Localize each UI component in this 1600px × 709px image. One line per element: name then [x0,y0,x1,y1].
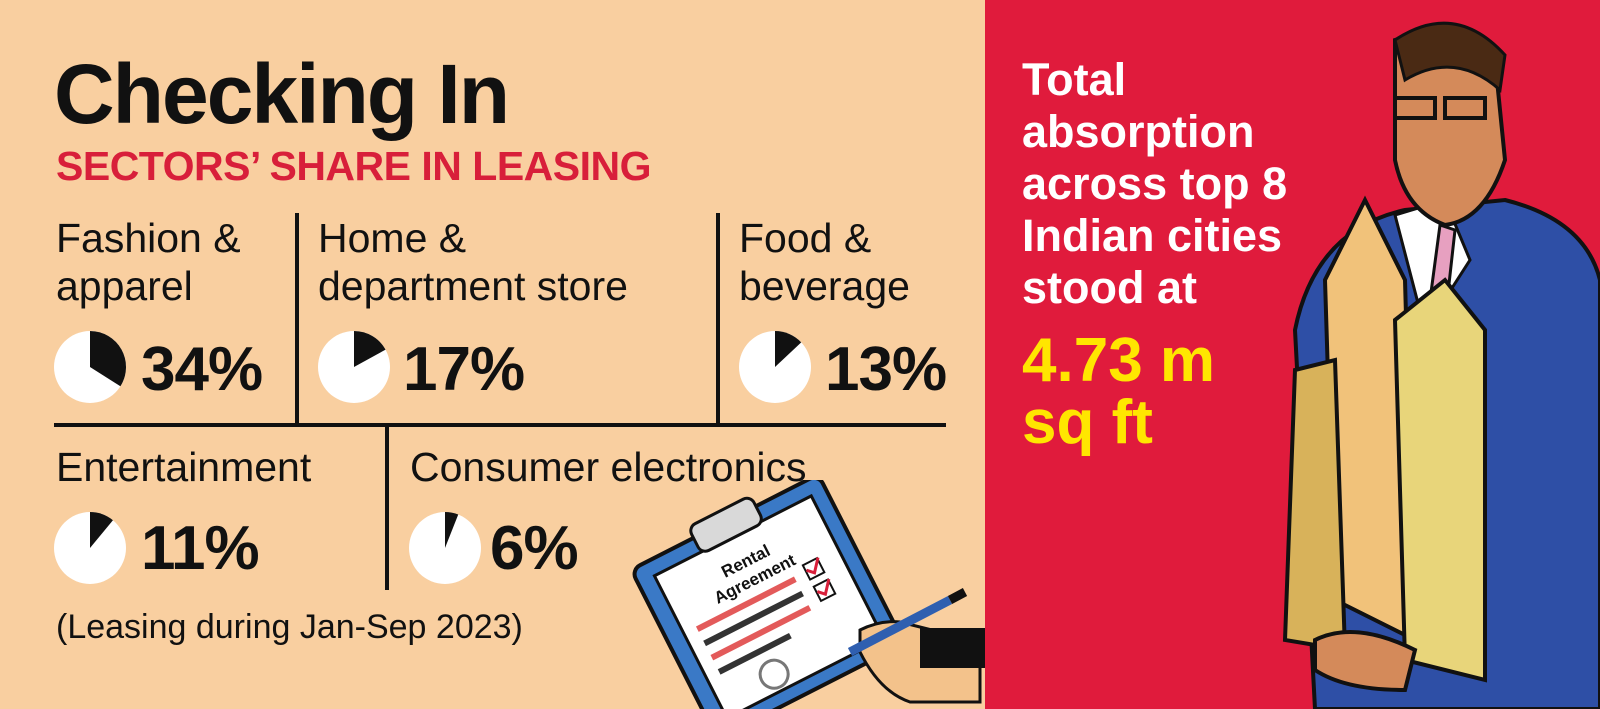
sector-value: 13% [825,335,947,404]
chart-subtitle: SECTORS’ SHARE IN LEASING [56,143,652,189]
pie-slice [445,512,459,548]
divider-horizontal [54,423,946,427]
businessman-illustration [1282,21,1600,709]
divider-2 [716,213,720,423]
pie-icon [318,331,390,403]
pie-icon [54,331,126,403]
right-panel: Total absorption across top 8 Indian cit… [985,0,1600,709]
sector-label: Consumer electronics [410,444,807,490]
pie-icon [739,331,811,403]
sector-value: 34% [141,335,263,404]
sector-label: Entertainment [56,444,312,490]
sector-value: 17% [403,335,525,404]
pie-slice [775,331,802,367]
pie-slice [90,512,113,548]
highlight-value: 4.73 m sq ft [1022,326,1216,457]
sector-label: Fashion & apparel [56,215,241,309]
sector-label: Food & beverage [739,215,910,309]
footnote: (Leasing during Jan-Sep 2023) [56,608,523,646]
side-text: Total absorption across top 8 Indian cit… [1022,54,1288,313]
pie-slice [90,331,126,387]
page-title: Checking In [54,47,510,141]
clipboard-illustration: RentalAgreement [632,480,985,709]
divider-1 [295,213,299,423]
pie-icon [54,512,126,584]
sector-value: 11% [141,514,260,583]
divider-3 [385,425,389,590]
pie-slice [354,331,386,367]
pie-icon [409,512,481,584]
sector-value: 6% [490,514,579,583]
left-panel: Checking In SECTORS’ SHARE IN LEASING Fa… [54,47,985,709]
sector-label: Home & department store [318,215,628,309]
